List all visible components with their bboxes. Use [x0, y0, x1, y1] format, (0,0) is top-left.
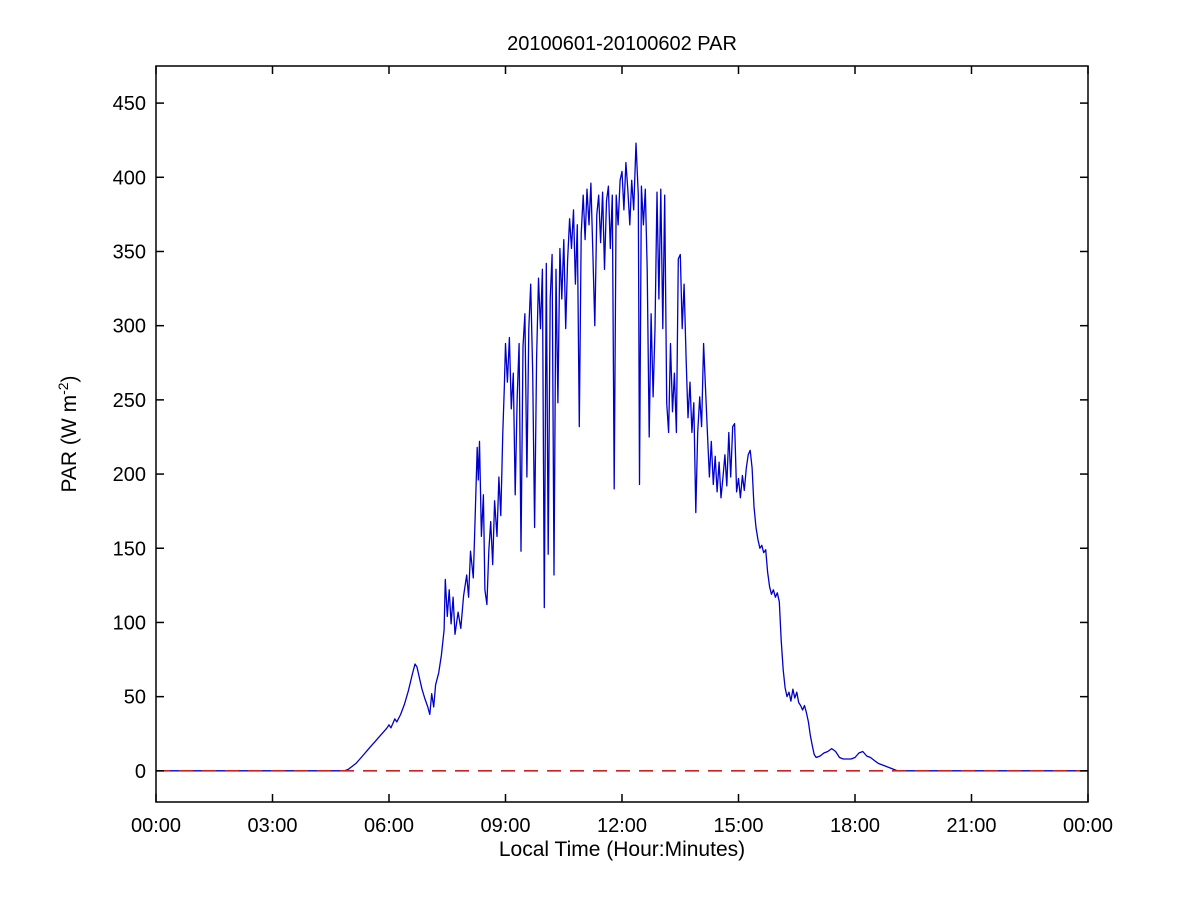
x-tick-label: 15:00	[713, 815, 763, 837]
y-tick-label: 150	[113, 538, 146, 560]
x-tick-label: 00:00	[131, 815, 181, 837]
y-tick-label: 400	[113, 167, 146, 189]
y-axis-label-main: PAR (W m	[58, 394, 81, 493]
y-tick-label: 350	[113, 241, 146, 263]
y-tick-label: 50	[124, 687, 146, 709]
chart-title: 20100601-20100602 PAR	[507, 33, 737, 55]
y-axis-label: PAR (W m-2)	[55, 375, 82, 493]
x-tick-label: 03:00	[247, 815, 297, 837]
x-tick-label: 12:00	[597, 815, 647, 837]
x-tick-label: 09:00	[480, 815, 530, 837]
y-axis-label-superscript: -2	[55, 382, 71, 395]
x-tick-label: 00:00	[1063, 815, 1113, 837]
y-tick-label: 0	[135, 761, 146, 783]
x-tick-label: 21:00	[946, 815, 996, 837]
y-axis-label-close: )	[58, 375, 81, 383]
y-tick-label: 250	[113, 390, 146, 412]
y-tick-label: 300	[113, 316, 146, 338]
x-axis-label: Local Time (Hour:Minutes)	[498, 838, 746, 861]
y-tick-label: 200	[113, 464, 146, 486]
par-series-line	[156, 142, 1088, 772]
y-tick-label: 450	[113, 93, 146, 115]
y-tick-label: 100	[113, 612, 146, 634]
x-tick-label: 18:00	[830, 815, 880, 837]
x-tick-label: 06:00	[364, 815, 414, 837]
